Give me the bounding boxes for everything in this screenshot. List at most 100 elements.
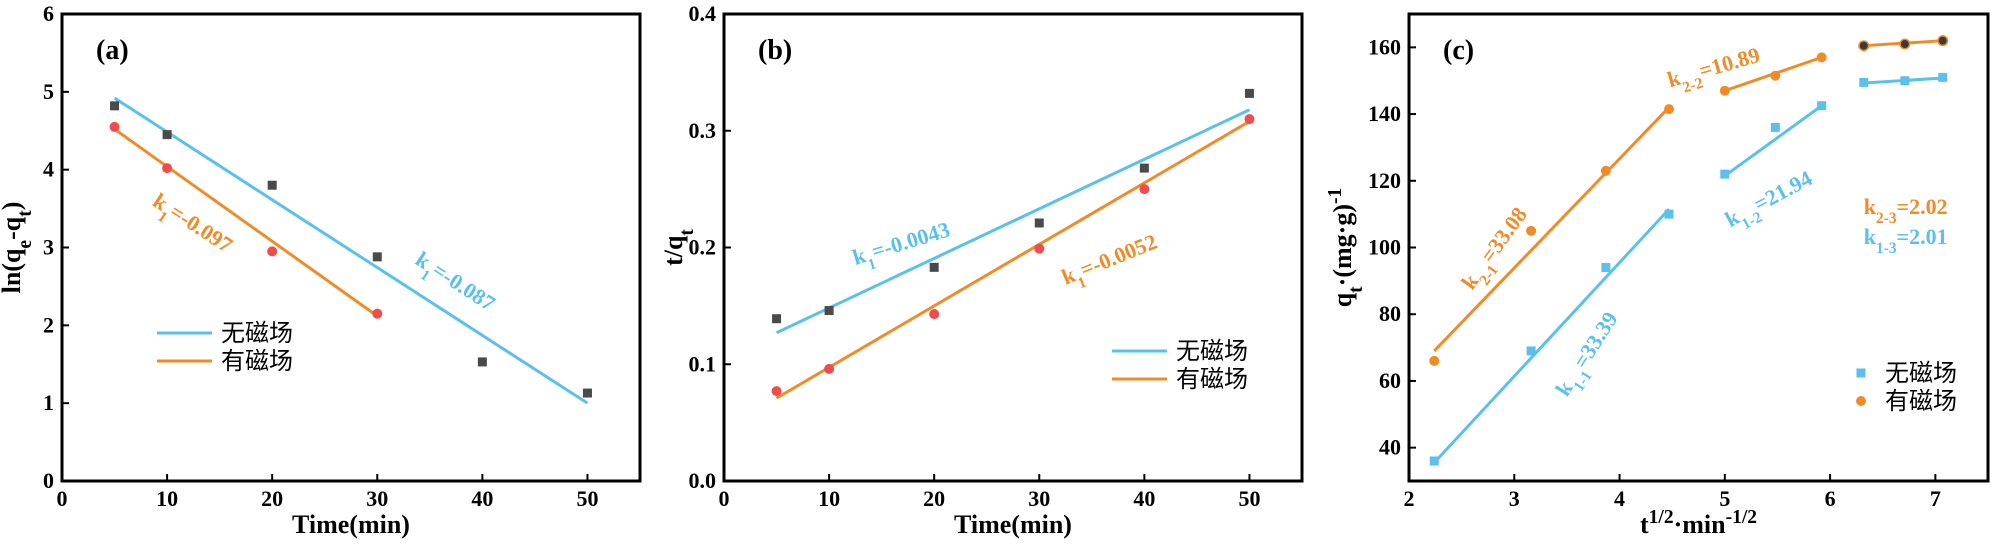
series-with-field: k1=-0.097 xyxy=(109,121,383,319)
x-tick-label: 30 xyxy=(1028,486,1050,511)
data-point xyxy=(1244,88,1254,98)
data-point xyxy=(1720,169,1730,179)
fit-annotation: k1=-0.0043 xyxy=(850,217,955,277)
fit-line xyxy=(1433,208,1671,464)
axes-frame xyxy=(722,12,1304,483)
y-tick-label: 5 xyxy=(43,79,54,104)
data-point xyxy=(582,388,592,398)
data-point xyxy=(1034,243,1045,254)
y-axis-label: qt·(mg·g)-1 xyxy=(1325,188,1367,308)
panel-a: 0 10 20 30 40 50 0 1 2 3 4 5 6 Time(min) ln(qe-qt) (a) k… xyxy=(0,1,642,539)
x-tick-label: 10 xyxy=(156,486,178,511)
legend-label: 无磁场 xyxy=(1176,337,1248,365)
x-tick-label: 6 xyxy=(1825,486,1836,511)
y-tick-label: 6 xyxy=(43,1,54,26)
legend-label: 有磁场 xyxy=(221,347,293,375)
y-tick-label: 60 xyxy=(1379,368,1401,393)
fit-annotation: k1-2=21.94 xyxy=(1721,165,1820,238)
data-point xyxy=(1600,165,1611,176)
data-point xyxy=(1664,104,1675,115)
x-tick-label: 3 xyxy=(1509,486,1520,511)
y-tick-label: 140 xyxy=(1368,101,1401,126)
legend-label: 有磁场 xyxy=(1885,387,1957,415)
x-tick-label: 0 xyxy=(57,486,68,511)
data-point xyxy=(1719,85,1730,96)
data-point xyxy=(109,121,120,132)
data-point xyxy=(372,252,382,262)
x-tick-label: 7 xyxy=(1930,486,1941,511)
y-tick-label: 0 xyxy=(43,468,54,493)
panel-tag: (b) xyxy=(758,35,792,66)
x-tick-label: 2 xyxy=(1404,486,1415,511)
panel-b: 0 10 20 30 40 50 0.0 0.1 0.2 0.3 0.4 Time(min) t/qt (… xyxy=(659,1,1304,539)
x-axis-label: t1/2·min-1/2 xyxy=(1640,507,1757,540)
y-axis-label: ln(qe-qt) xyxy=(0,202,36,294)
legend-label: 无磁场 xyxy=(1885,359,1957,387)
data-point xyxy=(1938,72,1948,82)
fit-line xyxy=(1723,104,1823,177)
fit-line xyxy=(775,120,1251,400)
data-point xyxy=(162,163,173,174)
series-no-field: k1-1=33.39 k1-2=21.94 k1-3=2.01 xyxy=(1429,72,1948,466)
y-tick-label: 1 xyxy=(43,390,54,415)
x-tick-label: 20 xyxy=(923,486,945,511)
data-point xyxy=(824,363,835,374)
data-point xyxy=(477,357,487,367)
y-tick-label: 160 xyxy=(1368,34,1401,59)
y-tick-label: 3 xyxy=(43,235,54,260)
x-tick-label: 4 xyxy=(1614,486,1625,511)
fit-annotation: k2-2=10.89 xyxy=(1665,42,1765,99)
data-point xyxy=(1900,40,1909,49)
x-tick-label: 0 xyxy=(719,486,730,511)
fit-annotation: k1-3=2.01 xyxy=(1864,224,1948,257)
y-tick-label: 40 xyxy=(1379,435,1401,460)
y-tick-label: 2 xyxy=(43,312,54,337)
data-point xyxy=(929,262,939,272)
fit-line xyxy=(113,96,589,405)
legend-label: 无磁场 xyxy=(221,319,293,347)
data-point xyxy=(1429,355,1440,366)
fit-line xyxy=(775,108,1251,335)
fit-line xyxy=(1433,106,1671,352)
series-no-field: k1=-0.087 xyxy=(110,96,592,405)
data-point xyxy=(1139,163,1149,173)
data-point xyxy=(1034,218,1044,228)
data-point xyxy=(1859,77,1869,87)
y-tick-label: 100 xyxy=(1368,235,1401,260)
x-tick-label: 5 xyxy=(1719,486,1730,511)
panel-tag: (c) xyxy=(1443,35,1474,66)
series-no-field: k1=-0.0043 xyxy=(772,88,1254,335)
data-point xyxy=(1601,263,1611,273)
panel-c: 2 3 4 5 6 7 40 60 80 100 120 140 160 t1/2·min-1/2 qt·(… xyxy=(1325,12,1990,540)
x-tick-label: 40 xyxy=(1133,486,1155,511)
fit-line xyxy=(113,127,379,318)
y-tick-label: 120 xyxy=(1368,168,1401,193)
legend-marker xyxy=(1856,396,1866,406)
data-point xyxy=(162,130,172,140)
x-axis-label: Time(min) xyxy=(954,510,1072,539)
y-tick-label: 0.3 xyxy=(689,118,717,143)
fit-annotation: k1=-0.097 xyxy=(145,188,238,264)
data-point xyxy=(1429,456,1439,466)
fit-annotation: k1=-0.0052 xyxy=(1058,229,1163,297)
data-point xyxy=(372,308,383,319)
data-point xyxy=(1770,70,1781,81)
y-tick-label: 80 xyxy=(1379,301,1401,326)
data-point xyxy=(1526,225,1537,236)
y-tick-label: 0.0 xyxy=(689,468,717,493)
y-tick-label: 4 xyxy=(43,157,54,182)
y-tick-label: 0.4 xyxy=(689,1,717,26)
data-point xyxy=(1664,209,1674,219)
data-point xyxy=(771,386,782,397)
x-tick-label: 20 xyxy=(261,486,283,511)
fit-annotation: k2-3=2.02 xyxy=(1864,194,1948,227)
axes-frame xyxy=(60,12,642,483)
data-point xyxy=(1139,184,1150,195)
legend-marker xyxy=(1856,368,1866,378)
x-tick-label: 10 xyxy=(818,486,840,511)
